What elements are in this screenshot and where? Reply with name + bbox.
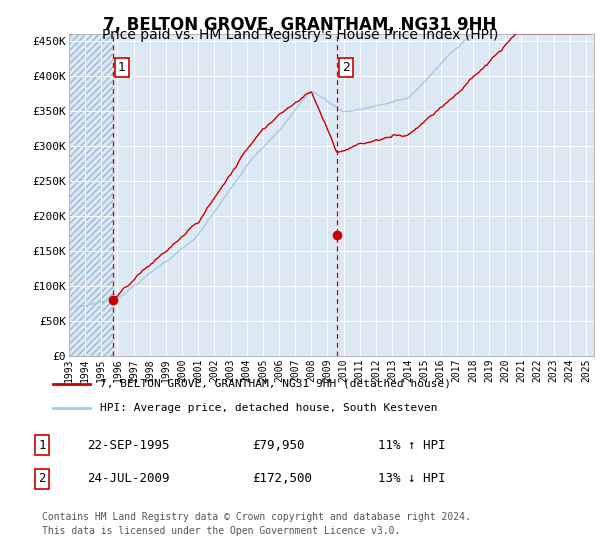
Bar <box>69 34 113 356</box>
Text: 7, BELTON GROVE, GRANTHAM, NG31 9HH: 7, BELTON GROVE, GRANTHAM, NG31 9HH <box>103 16 497 34</box>
Text: Contains HM Land Registry data © Crown copyright and database right 2024.: Contains HM Land Registry data © Crown c… <box>42 512 471 522</box>
Text: 11% ↑ HPI: 11% ↑ HPI <box>378 438 445 452</box>
Text: 7, BELTON GROVE, GRANTHAM, NG31 9HH (detached house): 7, BELTON GROVE, GRANTHAM, NG31 9HH (det… <box>100 379 451 389</box>
Text: This data is licensed under the Open Government Licence v3.0.: This data is licensed under the Open Gov… <box>42 526 400 536</box>
Text: 13% ↓ HPI: 13% ↓ HPI <box>378 472 445 486</box>
Text: £79,950: £79,950 <box>252 438 305 452</box>
Text: HPI: Average price, detached house, South Kesteven: HPI: Average price, detached house, Sout… <box>100 403 437 413</box>
Text: 2: 2 <box>38 472 46 486</box>
Text: 2: 2 <box>341 61 350 74</box>
Text: 1: 1 <box>118 61 125 74</box>
Text: 24-JUL-2009: 24-JUL-2009 <box>87 472 170 486</box>
Text: 1: 1 <box>38 438 46 452</box>
Text: £172,500: £172,500 <box>252 472 312 486</box>
Text: 22-SEP-1995: 22-SEP-1995 <box>87 438 170 452</box>
Text: Price paid vs. HM Land Registry's House Price Index (HPI): Price paid vs. HM Land Registry's House … <box>102 28 498 42</box>
